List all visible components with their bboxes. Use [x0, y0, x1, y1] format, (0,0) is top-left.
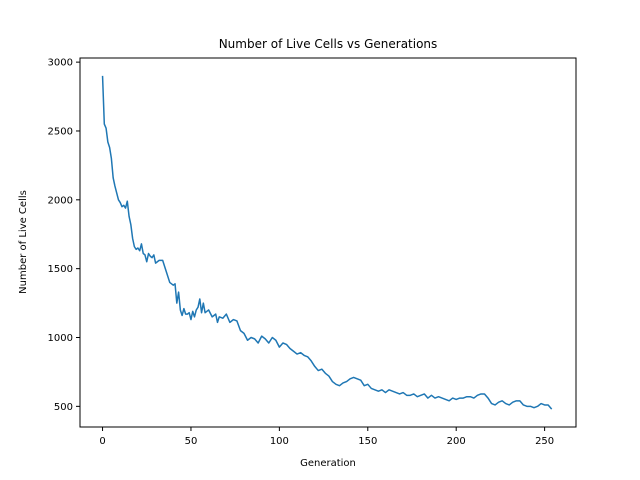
x-tick-label: 100: [270, 436, 289, 447]
y-tick-label: 2500: [48, 126, 73, 137]
chart-title: Number of Live Cells vs Generations: [219, 37, 438, 51]
x-tick-label: 0: [99, 436, 105, 447]
y-axis-ticks: 500 1000 1500 2000 2500 3000: [48, 58, 80, 413]
y-tick-label: 1000: [48, 333, 73, 344]
y-tick-label: 3000: [48, 58, 73, 69]
y-tick-label: 2000: [48, 195, 73, 206]
plot-area: [101, 75, 553, 410]
y-tick-label: 500: [54, 402, 73, 413]
x-axis-ticks: 0 50 100 150 200 250: [99, 427, 554, 447]
x-tick-label: 200: [447, 436, 466, 447]
x-tick-label: 50: [185, 436, 198, 447]
x-tick-label: 150: [358, 436, 377, 447]
x-tick-label: 250: [535, 436, 554, 447]
x-axis-label: Generation: [300, 458, 356, 469]
y-tick-label: 1500: [48, 264, 73, 275]
axes-frame: [79, 57, 577, 428]
y-axis-label: Number of Live Cells: [18, 190, 29, 294]
series-line-0: [101, 75, 553, 410]
